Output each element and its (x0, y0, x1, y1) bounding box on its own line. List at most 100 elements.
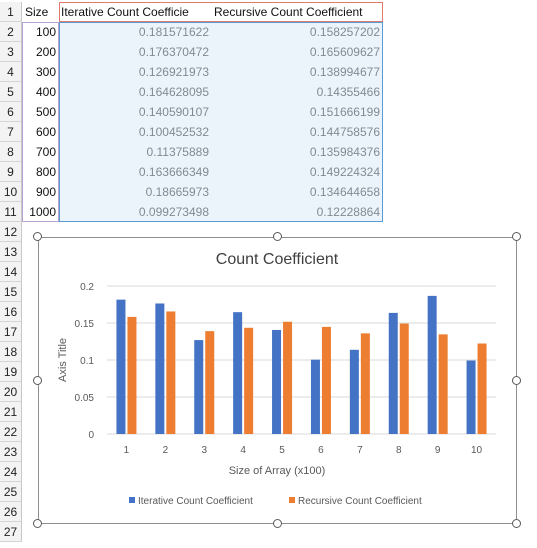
row-header[interactable]: 7 (0, 122, 22, 142)
recursive-bar (438, 334, 448, 434)
x-tick-label: 10 (471, 445, 483, 456)
row-header[interactable]: 21 (0, 402, 22, 422)
iterative-bar (155, 303, 165, 434)
bars (116, 295, 487, 434)
x-tick-label: 6 (318, 445, 324, 456)
recursive-bar (360, 333, 370, 434)
iterative-bar (388, 312, 398, 434)
row-header[interactable]: 23 (0, 442, 22, 462)
resize-handle[interactable] (512, 375, 521, 385)
size-cell[interactable]: 1000 (29, 205, 56, 219)
x-tick-label: 3 (201, 445, 207, 456)
x-tick-label: 5 (279, 445, 285, 456)
x-tick-labels: 1 2 3 4 5 6 7 8 9 10 (124, 445, 483, 456)
size-cell[interactable]: 300 (35, 65, 56, 79)
size-cell[interactable]: 700 (35, 145, 56, 159)
header-cell[interactable]: Iterative Count Coefficie (61, 5, 189, 19)
series-name-selection (59, 2, 383, 22)
iterative-bar (466, 360, 476, 434)
row-header[interactable]: 26 (0, 502, 22, 522)
recursive-bar (205, 331, 215, 434)
iterative-bar (116, 299, 126, 434)
resize-handle[interactable] (272, 232, 282, 241)
header-cell[interactable]: Recursive Count Coefficient (214, 5, 363, 19)
row-header[interactable]: 10 (0, 182, 22, 202)
iterative-bar (233, 312, 243, 434)
recursive-bar (127, 316, 137, 434)
chart-title: Count Coefficient (216, 251, 339, 268)
size-cell[interactable]: 100 (35, 25, 56, 39)
iterative-bar (349, 349, 359, 434)
iterative-bar (194, 340, 204, 434)
row-header[interactable]: 1 (0, 2, 22, 22)
y-tick-labels: 0 0.05 0.1 0.15 0.2 (75, 282, 95, 441)
size-cell[interactable]: 400 (35, 85, 56, 99)
recursive-bar (399, 323, 409, 434)
resize-handle[interactable] (33, 519, 42, 528)
recursive-bar (477, 343, 487, 434)
legend-swatch-recursive (289, 497, 295, 503)
row-header[interactable]: 5 (0, 82, 22, 102)
resize-handle[interactable] (33, 232, 42, 241)
recursive-bar (283, 321, 293, 434)
y-tick-label: 0.1 (80, 356, 94, 367)
x-axis-title: Size of Array (x100) (229, 465, 326, 477)
row-header[interactable]: 22 (0, 422, 22, 442)
size-cell[interactable]: 200 (35, 45, 56, 59)
count-coefficient-chart[interactable]: Count Coefficient 1 2 3 4 5 6 7 8 9 10 0 0.05 0.1 0.… (39, 238, 516, 523)
recursive-bar (321, 326, 331, 434)
legend-swatch-iterative (129, 497, 135, 503)
size-cell[interactable]: 800 (35, 165, 56, 179)
category-selection (22, 22, 59, 222)
row-header[interactable]: 18 (0, 342, 22, 362)
row-header[interactable]: 27 (0, 522, 22, 542)
x-tick-label: 9 (435, 445, 441, 456)
series-selection-range (59, 22, 383, 222)
size-cell[interactable]: 500 (35, 105, 56, 119)
iterative-bar (310, 359, 320, 434)
row-header[interactable]: 16 (0, 302, 22, 322)
resize-handle[interactable] (512, 232, 521, 241)
row-header[interactable]: 19 (0, 362, 22, 382)
header-cell[interactable]: Size (25, 5, 49, 19)
row-header[interactable]: 17 (0, 322, 22, 342)
row-header[interactable]: 8 (0, 142, 22, 162)
row-header[interactable]: 2 (0, 22, 22, 42)
x-tick-label: 4 (240, 445, 246, 456)
x-tick-label: 1 (124, 445, 130, 456)
row-header[interactable]: 9 (0, 162, 22, 182)
x-tick-label: 8 (396, 445, 402, 456)
gridlines (107, 285, 496, 435)
x-tick-label: 7 (357, 445, 363, 456)
row-header[interactable]: 20 (0, 382, 22, 402)
row-header[interactable]: 6 (0, 102, 22, 122)
row-header[interactable]: 4 (0, 62, 22, 82)
row-header[interactable]: 15 (0, 282, 22, 302)
resize-handle[interactable] (272, 519, 282, 528)
legend: Iterative Count Coefficient Recursive Cou… (129, 496, 422, 507)
iterative-bar (272, 329, 282, 434)
size-cell[interactable]: 600 (35, 125, 56, 139)
y-axis-title: Axis Title (57, 338, 69, 382)
recursive-bar (166, 311, 176, 434)
recursive-bar (244, 327, 254, 434)
legend-label-iterative: Iterative Count Coefficient (138, 496, 253, 507)
y-tick-label: 0.15 (75, 319, 95, 330)
resize-handle[interactable] (33, 375, 42, 385)
chart-frame[interactable]: Count Coefficient 1 2 3 4 5 6 7 8 9 10 0 0.05 0.1 0.… (38, 237, 517, 524)
resize-handle[interactable] (512, 519, 521, 528)
row-header[interactable]: 25 (0, 482, 22, 502)
row-header[interactable]: 11 (0, 202, 22, 222)
row-header[interactable]: 3 (0, 42, 22, 62)
size-cell[interactable]: 900 (35, 185, 56, 199)
y-tick-label: 0.05 (75, 393, 95, 404)
row-header[interactable]: 13 (0, 242, 22, 262)
y-tick-label: 0.2 (80, 282, 94, 293)
iterative-bar (427, 295, 437, 434)
x-tick-label: 2 (163, 445, 169, 456)
y-tick-label: 0 (88, 430, 94, 441)
legend-label-recursive: Recursive Count Coefficient (298, 496, 422, 507)
row-header[interactable]: 14 (0, 262, 22, 282)
row-header[interactable]: 12 (0, 222, 22, 242)
row-header[interactable]: 24 (0, 462, 22, 482)
